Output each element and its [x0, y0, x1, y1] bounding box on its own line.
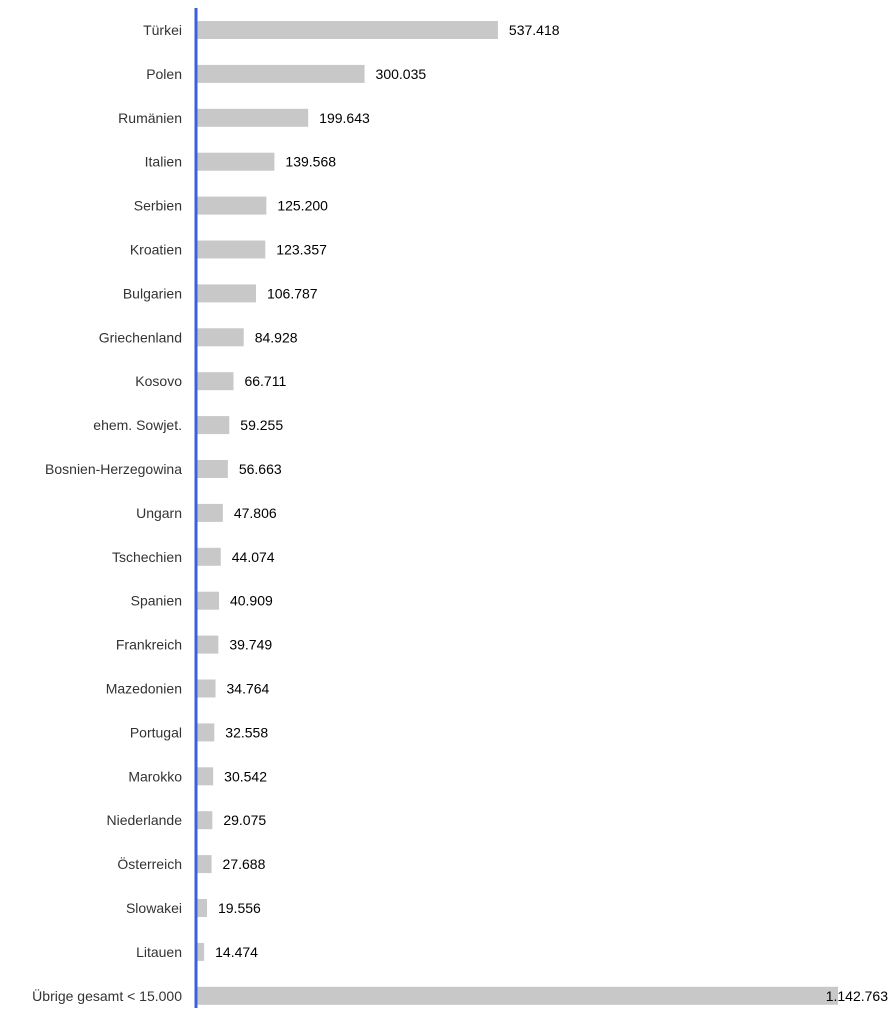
- category-label: Spanien: [131, 593, 182, 609]
- value-label: 14.474: [215, 944, 258, 960]
- bar: [196, 679, 216, 698]
- bar: [196, 503, 223, 522]
- value-label: 34.764: [227, 681, 270, 697]
- category-label: Tschechien: [112, 549, 182, 565]
- value-label: 199.643: [319, 110, 370, 126]
- bar: [196, 328, 244, 347]
- bar: [196, 855, 212, 874]
- category-label: Griechenland: [99, 329, 182, 345]
- value-label: 47.806: [234, 505, 277, 521]
- bar: [196, 240, 266, 259]
- category-label: Niederlande: [107, 812, 183, 828]
- category-label: Bosnien-Herzegowina: [45, 461, 182, 477]
- category-label: Ungarn: [136, 505, 182, 521]
- bar: [196, 416, 230, 435]
- bar: [196, 108, 309, 127]
- category-label: Serbien: [134, 198, 182, 214]
- category-label: Türkei: [143, 22, 182, 38]
- category-label: Marokko: [128, 768, 182, 784]
- value-label: 106.787: [267, 285, 318, 301]
- category-label: ehem. Sowjet.: [93, 417, 182, 433]
- category-label: Slowakei: [126, 900, 182, 916]
- category-label: Kroatien: [130, 242, 182, 258]
- category-label: Litauen: [136, 944, 182, 960]
- bars-group: [196, 21, 838, 1005]
- bar: [196, 460, 228, 478]
- value-label: 66.711: [244, 373, 286, 389]
- bar: [196, 899, 207, 917]
- category-label: Österreich: [117, 855, 182, 872]
- value-label: 125.200: [277, 198, 328, 214]
- bar: [196, 21, 498, 39]
- value-label: 40.909: [230, 593, 273, 609]
- category-label: Italien: [145, 154, 182, 170]
- category-labels-group: Türkei Polen Rumänien Italien Serbien Kroatie…: [32, 22, 182, 1004]
- value-label: 29.075: [223, 812, 266, 828]
- category-label: Rumänien: [118, 110, 182, 126]
- bar: [196, 64, 365, 83]
- value-label: 84.928: [255, 329, 298, 345]
- category-label: Frankreich: [116, 637, 182, 653]
- bar: [196, 372, 234, 391]
- value-label: 1.142.763: [826, 988, 888, 1004]
- bar: [196, 767, 214, 786]
- bar: [196, 152, 275, 171]
- category-label: Bulgarien: [123, 285, 182, 301]
- value-labels-group: 537.418 300.035 199.643 139.568 125.200 123.3…: [215, 22, 888, 1004]
- value-label: 19.556: [218, 900, 261, 916]
- bar: [196, 723, 215, 742]
- value-label: 44.074: [232, 549, 275, 565]
- bar: [196, 942, 205, 961]
- bar: [196, 591, 219, 610]
- value-label: 27.688: [223, 856, 266, 872]
- category-label: Kosovo: [135, 373, 182, 389]
- category-label: Mazedonien: [106, 681, 182, 697]
- value-label: 300.035: [376, 66, 427, 82]
- value-label: 56.663: [239, 461, 282, 477]
- category-label: Polen: [146, 66, 182, 82]
- value-label: 39.749: [229, 637, 272, 653]
- value-label: 30.542: [224, 768, 267, 784]
- bar: [196, 196, 267, 215]
- bar: [196, 986, 838, 1005]
- bar: [196, 547, 221, 566]
- bar: [196, 284, 256, 303]
- category-label: Portugal: [130, 724, 182, 740]
- value-label: 59.255: [240, 417, 283, 433]
- bar: [196, 811, 213, 830]
- bar: [196, 635, 219, 654]
- value-label: 32.558: [225, 724, 268, 740]
- value-label: 139.568: [285, 154, 336, 170]
- category-label: Übrige gesamt < 15.000: [32, 987, 182, 1004]
- value-label: 537.418: [509, 22, 560, 38]
- value-label: 123.357: [276, 242, 327, 258]
